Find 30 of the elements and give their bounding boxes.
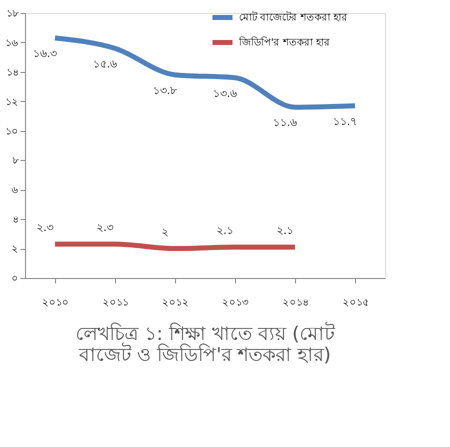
data-label: ২.৩ (36, 221, 54, 234)
y-tick-label: ০ (12, 274, 18, 284)
x-tick-label: ২০১৪ (282, 298, 308, 308)
data-label: ২.১ (276, 224, 294, 238)
y-tick-label: ১০ (6, 126, 18, 138)
x-tick-label: ২০১১ (102, 298, 128, 308)
data-label: ২.৩ (96, 221, 114, 234)
y-tick-label: ৪ (12, 214, 18, 226)
y-tick-label: ২ (12, 244, 18, 256)
x-tick-label: ২০১৩ (222, 298, 249, 308)
x-tick-label: ২০১২ (162, 298, 189, 308)
y-tick-label: ৮ (12, 156, 20, 167)
text: লেখচিত্র ১: শিক্ষা খাতে ব্যয় (মোট বাজেট ও জিডিপি'র শতকরা হার) (75, 322, 336, 366)
legend-label: জিডিপি'র শতকরা হার (238, 36, 330, 48)
data-label: ১৫.৬ (92, 57, 118, 70)
data-label: ১৬.৩ (32, 47, 58, 60)
y-tick-label: ১৮ (6, 8, 20, 20)
data-label: ২ (162, 226, 168, 239)
data-label: ১১.৭ (332, 114, 358, 128)
data-label: ২.১ (216, 224, 234, 238)
x-tick-label: ২০১৫ (342, 298, 368, 308)
y-tick-label: ১২ (6, 96, 18, 108)
y-tick-label: ১৬ (6, 38, 18, 49)
data-label: ১৩.৬ (212, 86, 238, 100)
data-label: ১১.৬ (272, 116, 298, 130)
y-tick-label: ৬ (12, 185, 18, 196)
data-label: ১৩.৮ (152, 84, 178, 97)
legend-label: মোট বাজেটের শতকরা হার (239, 10, 348, 24)
x-tick-label: ২০১০ (42, 298, 69, 308)
y-tick-label: ১৪ (6, 67, 18, 78)
